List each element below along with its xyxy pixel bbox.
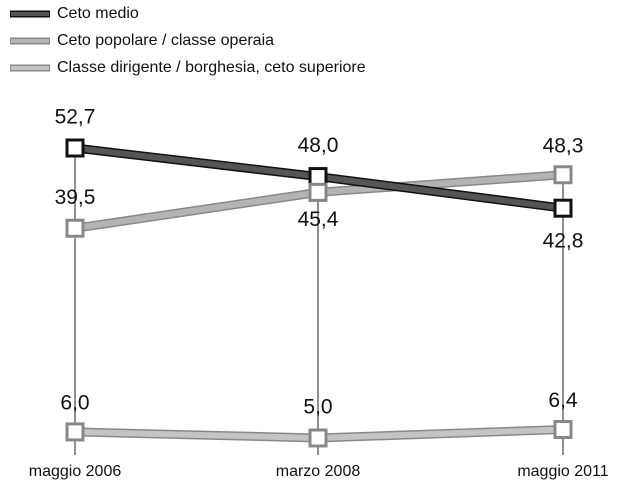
data-label: 48,3 bbox=[543, 134, 584, 157]
legend-label: Classe dirigente / borghesia, ceto super… bbox=[57, 59, 366, 76]
marker bbox=[308, 428, 328, 448]
legend-label: Ceto medio bbox=[57, 5, 139, 22]
marker bbox=[553, 165, 573, 185]
data-label: 42,8 bbox=[543, 230, 584, 253]
marker bbox=[65, 218, 85, 238]
marker bbox=[553, 419, 573, 439]
x-tick-label: maggio 2011 bbox=[517, 463, 608, 480]
data-label: 52,7 bbox=[55, 106, 96, 129]
marker bbox=[65, 422, 85, 442]
x-tick-label: maggio 2006 bbox=[29, 463, 122, 480]
data-label: 6,0 bbox=[60, 391, 89, 414]
marker bbox=[65, 138, 85, 158]
marker bbox=[553, 198, 573, 218]
data-label: 5,0 bbox=[303, 396, 332, 419]
data-label: 6,4 bbox=[548, 389, 578, 412]
legend-label: Ceto popolare / classe operaia bbox=[57, 32, 274, 49]
data-label: 48,0 bbox=[298, 134, 339, 157]
data-label: 45,4 bbox=[298, 208, 339, 231]
marker bbox=[308, 182, 328, 202]
data-label: 39,5 bbox=[55, 186, 96, 209]
marker bbox=[308, 167, 328, 187]
x-tick-label: marzo 2008 bbox=[276, 463, 361, 480]
